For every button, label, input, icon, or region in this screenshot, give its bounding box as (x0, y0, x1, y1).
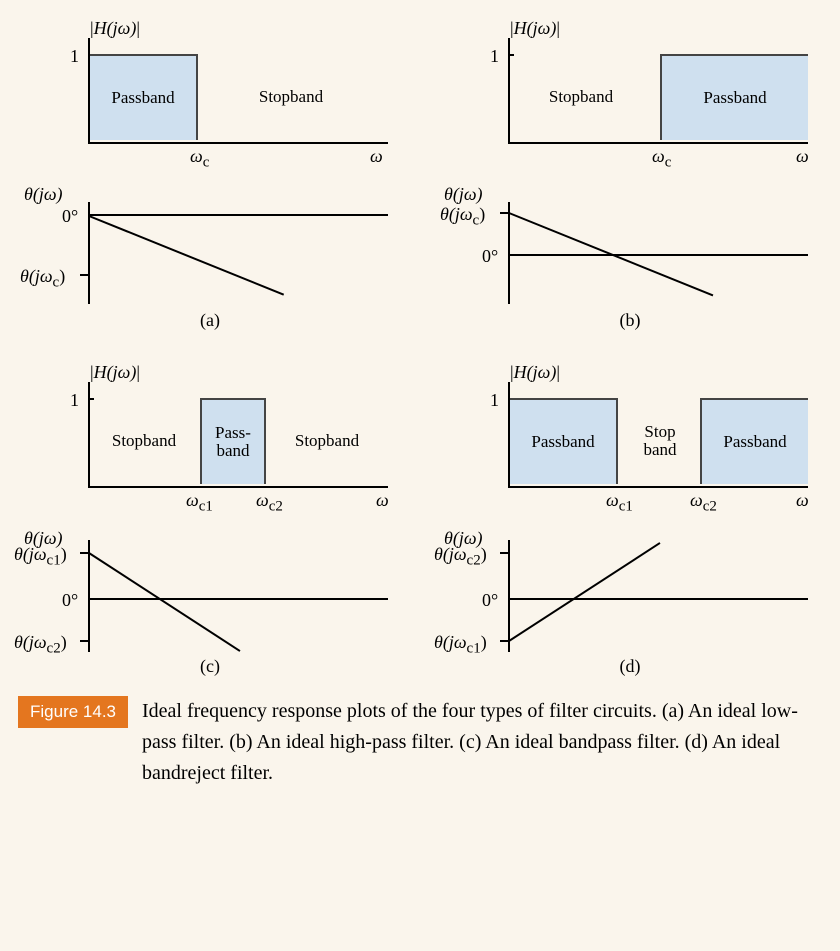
phase-at-cutoff: θ(jωc) (440, 204, 485, 230)
caption-text: Ideal frequency response plots of the fo… (142, 696, 822, 789)
panel-a: |H(jω)| Passband 1 Stopband ωc ω θ(jω) 0… (18, 18, 402, 334)
phase-line (508, 542, 660, 642)
mag-ylabel: |H(jω)| (510, 362, 560, 383)
cutoff1-label: ωc1 (186, 490, 213, 516)
phase-x-axis (88, 598, 388, 600)
panel-sublabel: (b) (438, 310, 822, 331)
stopband-left: Stopband (92, 398, 196, 484)
phase-x-axis (508, 598, 808, 600)
passband-left: Passband (510, 398, 618, 484)
figure-badge: Figure 14.3 (18, 696, 128, 728)
panel-sublabel: (a) (18, 310, 402, 331)
phase-at-cutoff: θ(jωc) (20, 266, 65, 292)
stopband-right: Stopband (270, 398, 384, 484)
mag-ylabel: |H(jω)| (510, 18, 560, 39)
magnitude-plot-a: |H(jω)| Passband 1 Stopband ωc ω (18, 18, 402, 178)
magnitude-plot-b: |H(jω)| 1 Stopband Passband ωc ω (438, 18, 822, 178)
x-axis (88, 486, 388, 488)
one-label: 1 (70, 46, 79, 67)
stopband-region: Stopband (516, 54, 646, 140)
phase-tick-c2 (80, 640, 90, 642)
phase-line (89, 215, 284, 296)
panel-c: |H(jω)| 1 Stopband Pass- band Stopband ω… (18, 362, 402, 678)
x-axis (508, 142, 808, 144)
cutoff2-label: ωc2 (690, 490, 717, 516)
mag-ylabel: |H(jω)| (90, 362, 140, 383)
phase-plot-a: θ(jω) 0° θ(jωc) (a) (18, 184, 402, 334)
phase-at-c2: θ(jωc2) (434, 544, 487, 570)
panels-grid: |H(jω)| Passband 1 Stopband ωc ω θ(jω) 0… (18, 18, 822, 678)
one-tick (508, 54, 514, 56)
x-var: ω (796, 490, 809, 511)
phase-tick (80, 274, 90, 276)
phase-y-axis (508, 202, 510, 304)
cutoff-label: ωc (190, 146, 209, 172)
phase-tick-c2 (500, 552, 510, 554)
phase-plot-b: θ(jω) 0° θ(jωc) (b) (438, 184, 822, 334)
phase-at-c1: θ(jωc1) (434, 632, 487, 658)
one-label: 1 (490, 46, 499, 67)
phase-x-axis (88, 214, 388, 216)
cutoff-label: ωc (652, 146, 671, 172)
phase-tick (500, 212, 510, 214)
one-label: 1 (70, 390, 79, 411)
magnitude-plot-c: |H(jω)| 1 Stopband Pass- band Stopband ω… (18, 362, 402, 522)
one-label: 1 (490, 390, 499, 411)
phase-x-axis (508, 254, 808, 256)
x-var: ω (370, 146, 383, 167)
zero-deg: 0° (62, 590, 78, 611)
zero-deg: 0° (482, 246, 498, 267)
mag-ylabel: |H(jω)| (90, 18, 140, 39)
phase-y-axis (508, 540, 510, 652)
phase-tick-c1 (500, 640, 510, 642)
zero-deg: 0° (62, 206, 78, 227)
panel-b: |H(jω)| 1 Stopband Passband ωc ω θ(jω) 0… (438, 18, 822, 334)
passband-right: Passband (700, 398, 808, 484)
x-axis (508, 486, 808, 488)
phase-y-axis (88, 540, 90, 652)
phase-at-c1: θ(jωc1) (14, 544, 67, 570)
stopband-region: Stop band (620, 398, 700, 484)
x-var: ω (376, 490, 389, 511)
cutoff2-label: ωc2 (256, 490, 283, 516)
panel-d: |H(jω)| 1 Passband Stop band Passband ωc… (438, 362, 822, 678)
passband-region: Passband (660, 54, 808, 140)
figure-caption: Figure 14.3 Ideal frequency response plo… (18, 696, 822, 789)
phase-line (88, 552, 240, 652)
phase-tick-c1 (80, 552, 90, 554)
phase-ylabel: θ(jω) (24, 184, 63, 205)
phase-plot-d: θ(jω) 0° θ(jωc2) θ(jωc1) (d) (438, 528, 822, 678)
phase-at-c2: θ(jωc2) (14, 632, 67, 658)
magnitude-plot-d: |H(jω)| 1 Passband Stop band Passband ωc… (438, 362, 822, 522)
one-tick (88, 398, 94, 400)
panel-sublabel: (d) (438, 656, 822, 677)
x-axis (88, 142, 388, 144)
zero-deg: 0° (482, 590, 498, 611)
passband-region: Pass- band (200, 398, 266, 484)
cutoff1-label: ωc1 (606, 490, 633, 516)
phase-ylabel: θ(jω) (444, 184, 483, 205)
stopband-region: Stopband (206, 54, 376, 140)
phase-plot-c: θ(jω) 0° θ(jωc1) θ(jωc2) (c) (18, 528, 402, 678)
passband-region: Passband (90, 54, 198, 140)
panel-sublabel: (c) (18, 656, 402, 677)
x-var: ω (796, 146, 809, 167)
